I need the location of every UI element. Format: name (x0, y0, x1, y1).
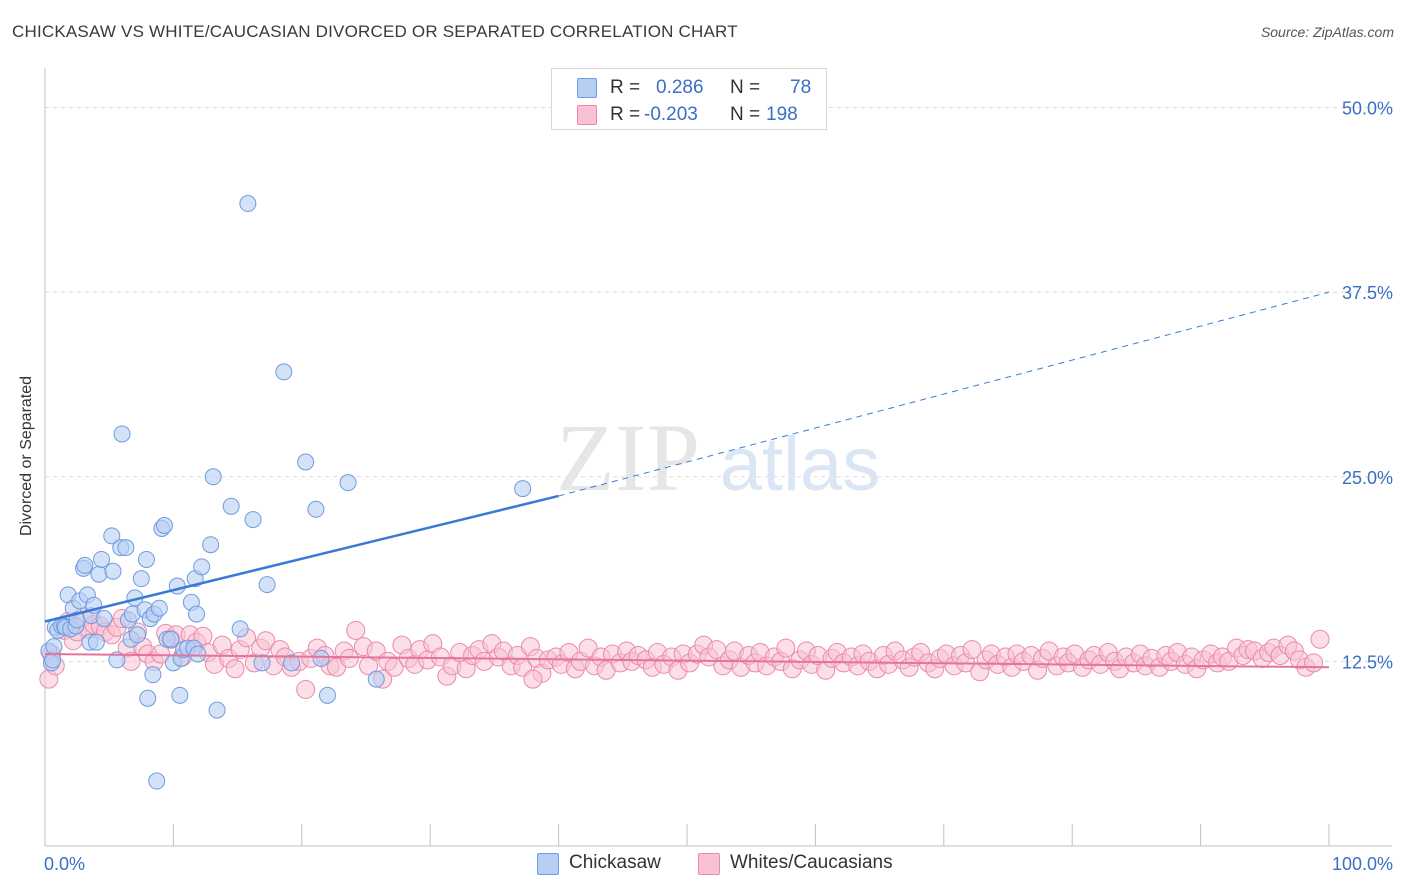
chickasaw-point (275, 363, 293, 381)
chickasaw-point (312, 649, 330, 667)
chickasaw-point (92, 550, 110, 568)
whites-point (523, 669, 543, 689)
y-tick-label: 37.5% (1342, 283, 1393, 303)
whites-point (339, 648, 359, 668)
y-tick-label: 25.0% (1342, 468, 1393, 488)
correlation-legend: R = 0.286 N = 78 R = -0.203 N = 198 (551, 68, 827, 130)
whites-point (776, 638, 796, 658)
chickasaw-point (137, 550, 155, 568)
watermark-zip: ZIP (556, 404, 700, 511)
chickasaw-point (307, 500, 325, 518)
chickasaw-point (144, 666, 162, 684)
legend-r-label: R = (610, 104, 641, 125)
chickasaw-point (162, 630, 180, 648)
chickasaw-point (87, 633, 105, 651)
legend-n-label: N = (730, 77, 761, 98)
legend-n-value: 78 (790, 77, 812, 98)
bottom-legend-swatch-whites (698, 853, 720, 875)
chickasaw-point (204, 468, 222, 486)
chickasaw-point (189, 645, 207, 663)
chickasaw-point (193, 558, 211, 576)
chickasaw-point (253, 654, 271, 672)
chickasaw-point (95, 610, 113, 628)
chickasaw-point (297, 453, 315, 471)
legend-swatch-chickasaw (577, 78, 597, 98)
chickasaw-point (258, 576, 276, 594)
bottom-legend-label: Whites/Caucasians (730, 852, 893, 873)
chickasaw-point (239, 195, 257, 213)
source-label: Source: ZipAtlas.com (1260, 24, 1394, 40)
grid-lines (45, 107, 1392, 662)
chickasaw-trend-extension (558, 291, 1330, 497)
chickasaw-point (188, 605, 206, 623)
legend-row-chickasaw: R = 0.286 N = 78 (552, 74, 826, 100)
chickasaw-point (171, 686, 189, 704)
y-tick-label: 12.5% (1342, 652, 1393, 672)
legend-r-label: R = (610, 77, 641, 98)
x-tick-label: 0.0% (44, 854, 85, 874)
chickasaw-trend-line (44, 494, 559, 623)
chickasaw-point (103, 527, 121, 545)
chickasaw-point (283, 654, 301, 672)
whites-point (225, 659, 245, 679)
chickasaw-point (318, 686, 336, 704)
whites-point (296, 679, 316, 699)
whites-trend-line (44, 653, 1330, 669)
legend-row-whites: R = -0.203 N = 198 (552, 101, 826, 127)
legend-r-value: 0.286 (656, 77, 704, 98)
chickasaw-point (76, 556, 94, 574)
whites-point (1310, 629, 1330, 649)
axes (44, 68, 1392, 847)
whites-point (256, 631, 276, 651)
chickasaw-point (155, 517, 173, 535)
chickasaw-points (40, 195, 532, 790)
bottom-legend-swatch-chickasaw (537, 853, 559, 875)
chickasaw-point (139, 689, 157, 707)
x-tick-label: 100.0% (1332, 854, 1393, 874)
chickasaw-point (222, 497, 240, 515)
chickasaw-point (150, 599, 168, 617)
chickasaw-point (128, 626, 146, 644)
whites-point (151, 644, 171, 664)
chickasaw-point (367, 670, 385, 688)
chickasaw-point (45, 638, 63, 656)
chickasaw-point (514, 480, 532, 498)
chickasaw-point (117, 539, 135, 557)
chickasaw-point (148, 772, 166, 790)
watermark-atlas: atlas (720, 422, 881, 507)
chickasaw-point (231, 620, 249, 638)
y-tick-label: 50.0% (1342, 99, 1393, 119)
chickasaw-point (208, 701, 226, 719)
chickasaw-point (104, 562, 122, 580)
legend-n-value: 198 (766, 104, 798, 125)
whites-points (39, 607, 1330, 699)
chart-title: CHICKASAW VS WHITE/CAUCASIAN DIVORCED OR… (12, 22, 738, 41)
whites-point (1304, 653, 1324, 673)
chickasaw-point (90, 565, 108, 583)
whites-point (962, 640, 982, 660)
chickasaw-point (202, 536, 220, 554)
chickasaw-point (244, 511, 262, 529)
trend-lines (44, 291, 1330, 669)
chickasaw-point (132, 570, 150, 588)
bottom-legend-label: Chickasaw (569, 852, 661, 873)
legend-r-value: -0.203 (644, 104, 698, 125)
chickasaw-point (339, 474, 357, 492)
legend-n-label: N = (730, 104, 761, 125)
tick-labels: 12.5% 25.0% 37.5% 50.0% 0.0% 100.0% (44, 99, 1393, 874)
chickasaw-point (113, 425, 131, 443)
whites-point (346, 620, 366, 640)
chickasaw-point (108, 651, 126, 669)
legend-swatch-whites (577, 105, 597, 125)
